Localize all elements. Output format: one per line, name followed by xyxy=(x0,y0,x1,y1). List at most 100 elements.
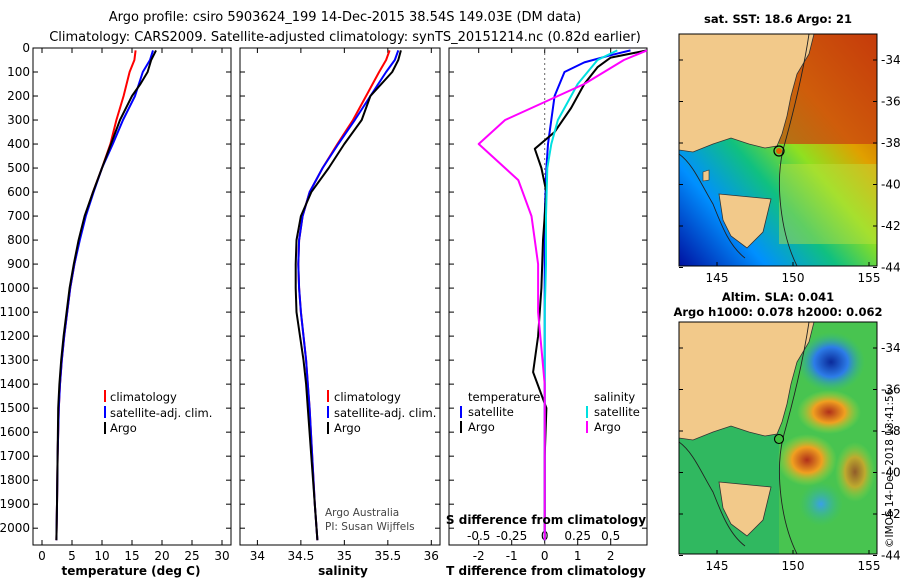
s-difference-label: S difference from climatology xyxy=(446,513,646,527)
y-tick-label: 1100 xyxy=(0,305,30,319)
legend-swatch-s-argo xyxy=(586,421,588,433)
legend-swatch-argo xyxy=(104,422,106,434)
legend-swatch-s-satellite xyxy=(586,406,588,418)
s-diff-tick-label: -0.25 xyxy=(496,529,527,543)
sst-map: sat. SST: 18.6 Argo: 21 -34-36-38-40-42-… xyxy=(678,12,900,285)
sla-map-image xyxy=(679,322,877,554)
y-tick-label: 0 xyxy=(22,41,30,55)
salinity-panel: 34 34.5 35 35.5 36 xyxy=(239,47,441,563)
y-tick-label: 1500 xyxy=(0,401,30,415)
map-y-tick-label: -34 xyxy=(881,341,900,355)
y-tick-label: 500 xyxy=(7,161,30,175)
legend-swatch-satellite xyxy=(104,406,106,418)
map-y-tick-label: -42 xyxy=(881,507,900,521)
legend-swatch-t-satellite xyxy=(460,406,462,418)
x-tick-label: 36 xyxy=(424,549,439,563)
sla-map: Altim. SLA: 0.041 Argo h1000: 0.078 h200… xyxy=(673,290,900,573)
temperature-xlabel: temperature (deg C) xyxy=(62,564,201,578)
series-line-argo xyxy=(55,49,157,541)
x-tick-label: 2 xyxy=(607,549,615,563)
x-tick-label: 30 xyxy=(214,549,229,563)
title-line1: Argo profile: csiro 5903624_199 14-Dec-2… xyxy=(109,10,581,25)
x-tick-label: 0 xyxy=(541,549,549,563)
plot-frame xyxy=(239,47,441,546)
x-tick-label: 10 xyxy=(94,549,109,563)
map-y-tick-label: -44 xyxy=(881,549,900,563)
y-tick-label: 1400 xyxy=(0,377,30,391)
x-tick-label: 5 xyxy=(68,549,76,563)
legend-swatch-satellite xyxy=(327,406,329,418)
x-tick-label: 20 xyxy=(154,549,169,563)
y-tick-label: 100 xyxy=(7,65,30,79)
legend-swatch-climatology xyxy=(104,390,106,402)
difference-xlabel: T difference from climatology xyxy=(446,564,646,578)
legend-swatch-t-argo xyxy=(460,421,462,433)
difference-legend-temperature: temperature satellite Argo xyxy=(460,390,540,434)
map-y-tick-label: -42 xyxy=(881,219,900,233)
y-tick-label: 700 xyxy=(7,209,30,223)
map-x-tick-label: 155 xyxy=(858,559,881,573)
map-y-tick-label: -40 xyxy=(881,178,900,192)
map-y-tick-label: -34 xyxy=(881,53,900,67)
y-tick-label: 1800 xyxy=(0,473,30,487)
legend-swatch-argo xyxy=(327,422,329,434)
map-y-tick-label: -36 xyxy=(881,95,900,109)
map-y-tick-label: -38 xyxy=(881,136,900,150)
series-line-t-argo xyxy=(532,49,648,541)
y-tick-label: 900 xyxy=(7,257,30,271)
temperature-panel: 0100200300400500600700800900100011001200… xyxy=(0,41,232,563)
plot-frame xyxy=(32,47,232,546)
y-tick-label: 1700 xyxy=(0,449,30,463)
map-x-tick-label: 155 xyxy=(858,271,881,285)
y-tick-label: 1000 xyxy=(0,281,30,295)
map-x-tick-label: 145 xyxy=(706,559,729,573)
y-tick-label: 1600 xyxy=(0,425,30,439)
y-tick-label: 600 xyxy=(7,185,30,199)
x-tick-label: 34.5 xyxy=(288,549,315,563)
s-diff-tick-label: 0.5 xyxy=(601,529,620,543)
difference-legend-salinity: salinity satellite Argo xyxy=(586,390,640,434)
y-tick-label: 1900 xyxy=(0,497,30,511)
imos-credit: ©IMOS 14-Dec-2018 13:41:56 xyxy=(884,388,896,548)
legend-title-temperature: temperature xyxy=(468,390,540,404)
x-tick-label: 35.5 xyxy=(374,549,401,563)
y-tick-label: 1200 xyxy=(0,329,30,343)
legend-s-argo: Argo xyxy=(594,420,621,434)
legend-satellite: satellite-adj. clim. xyxy=(110,406,212,420)
x-tick-label: -1 xyxy=(506,549,518,563)
argo-position-marker xyxy=(773,145,785,157)
x-tick-label: 1 xyxy=(574,549,582,563)
y-tick-label: 1300 xyxy=(0,353,30,367)
legend-argo: Argo xyxy=(110,421,137,435)
x-tick-label: -2 xyxy=(473,549,485,563)
s-diff-tick-label: 0.25 xyxy=(564,529,591,543)
series-line-satellite-adj-clim- xyxy=(297,50,400,541)
credit-line1: Argo Australia xyxy=(325,507,399,519)
y-tick-label: 800 xyxy=(7,233,30,247)
map-y-tick-label: -44 xyxy=(881,261,900,275)
x-tick-label: 34 xyxy=(250,549,265,563)
legend-climatology: climatology xyxy=(110,390,177,404)
argo-position-marker xyxy=(773,433,785,445)
y-tick-label: 200 xyxy=(7,89,30,103)
salinity-xlabel: salinity xyxy=(318,564,368,578)
map-y-tick-label: -38 xyxy=(881,424,900,438)
map-x-tick-label: 150 xyxy=(782,559,805,573)
temperature-legend: climatology satellite-adj. clim. Argo xyxy=(104,390,212,435)
difference-panel: -2 -1 0 1 2-0.5 -0.25 0 0.25 0.5 xyxy=(448,47,648,563)
sst-map-image xyxy=(679,34,877,266)
x-tick-label: 35 xyxy=(337,549,352,563)
legend-t-argo: Argo xyxy=(468,420,495,434)
legend-climatology: climatology xyxy=(334,390,401,404)
x-tick-label: 25 xyxy=(184,549,199,563)
map-x-tick-label: 150 xyxy=(782,271,805,285)
title-line2: Climatology: CARS2009. Satellite-adjuste… xyxy=(49,30,641,45)
legend-swatch-climatology xyxy=(327,390,329,402)
y-tick-label: 2000 xyxy=(0,521,30,535)
legend-argo: Argo xyxy=(334,421,361,435)
series-line-argo xyxy=(294,50,402,541)
series-line-s-argo xyxy=(477,49,648,541)
legend-s-satellite: satellite xyxy=(594,405,640,419)
sla-map-title2: Argo h1000: 0.078 h2000: 0.062 xyxy=(673,305,882,319)
